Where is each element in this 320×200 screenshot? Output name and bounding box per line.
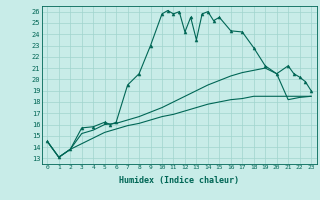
X-axis label: Humidex (Indice chaleur): Humidex (Indice chaleur) [119, 176, 239, 185]
